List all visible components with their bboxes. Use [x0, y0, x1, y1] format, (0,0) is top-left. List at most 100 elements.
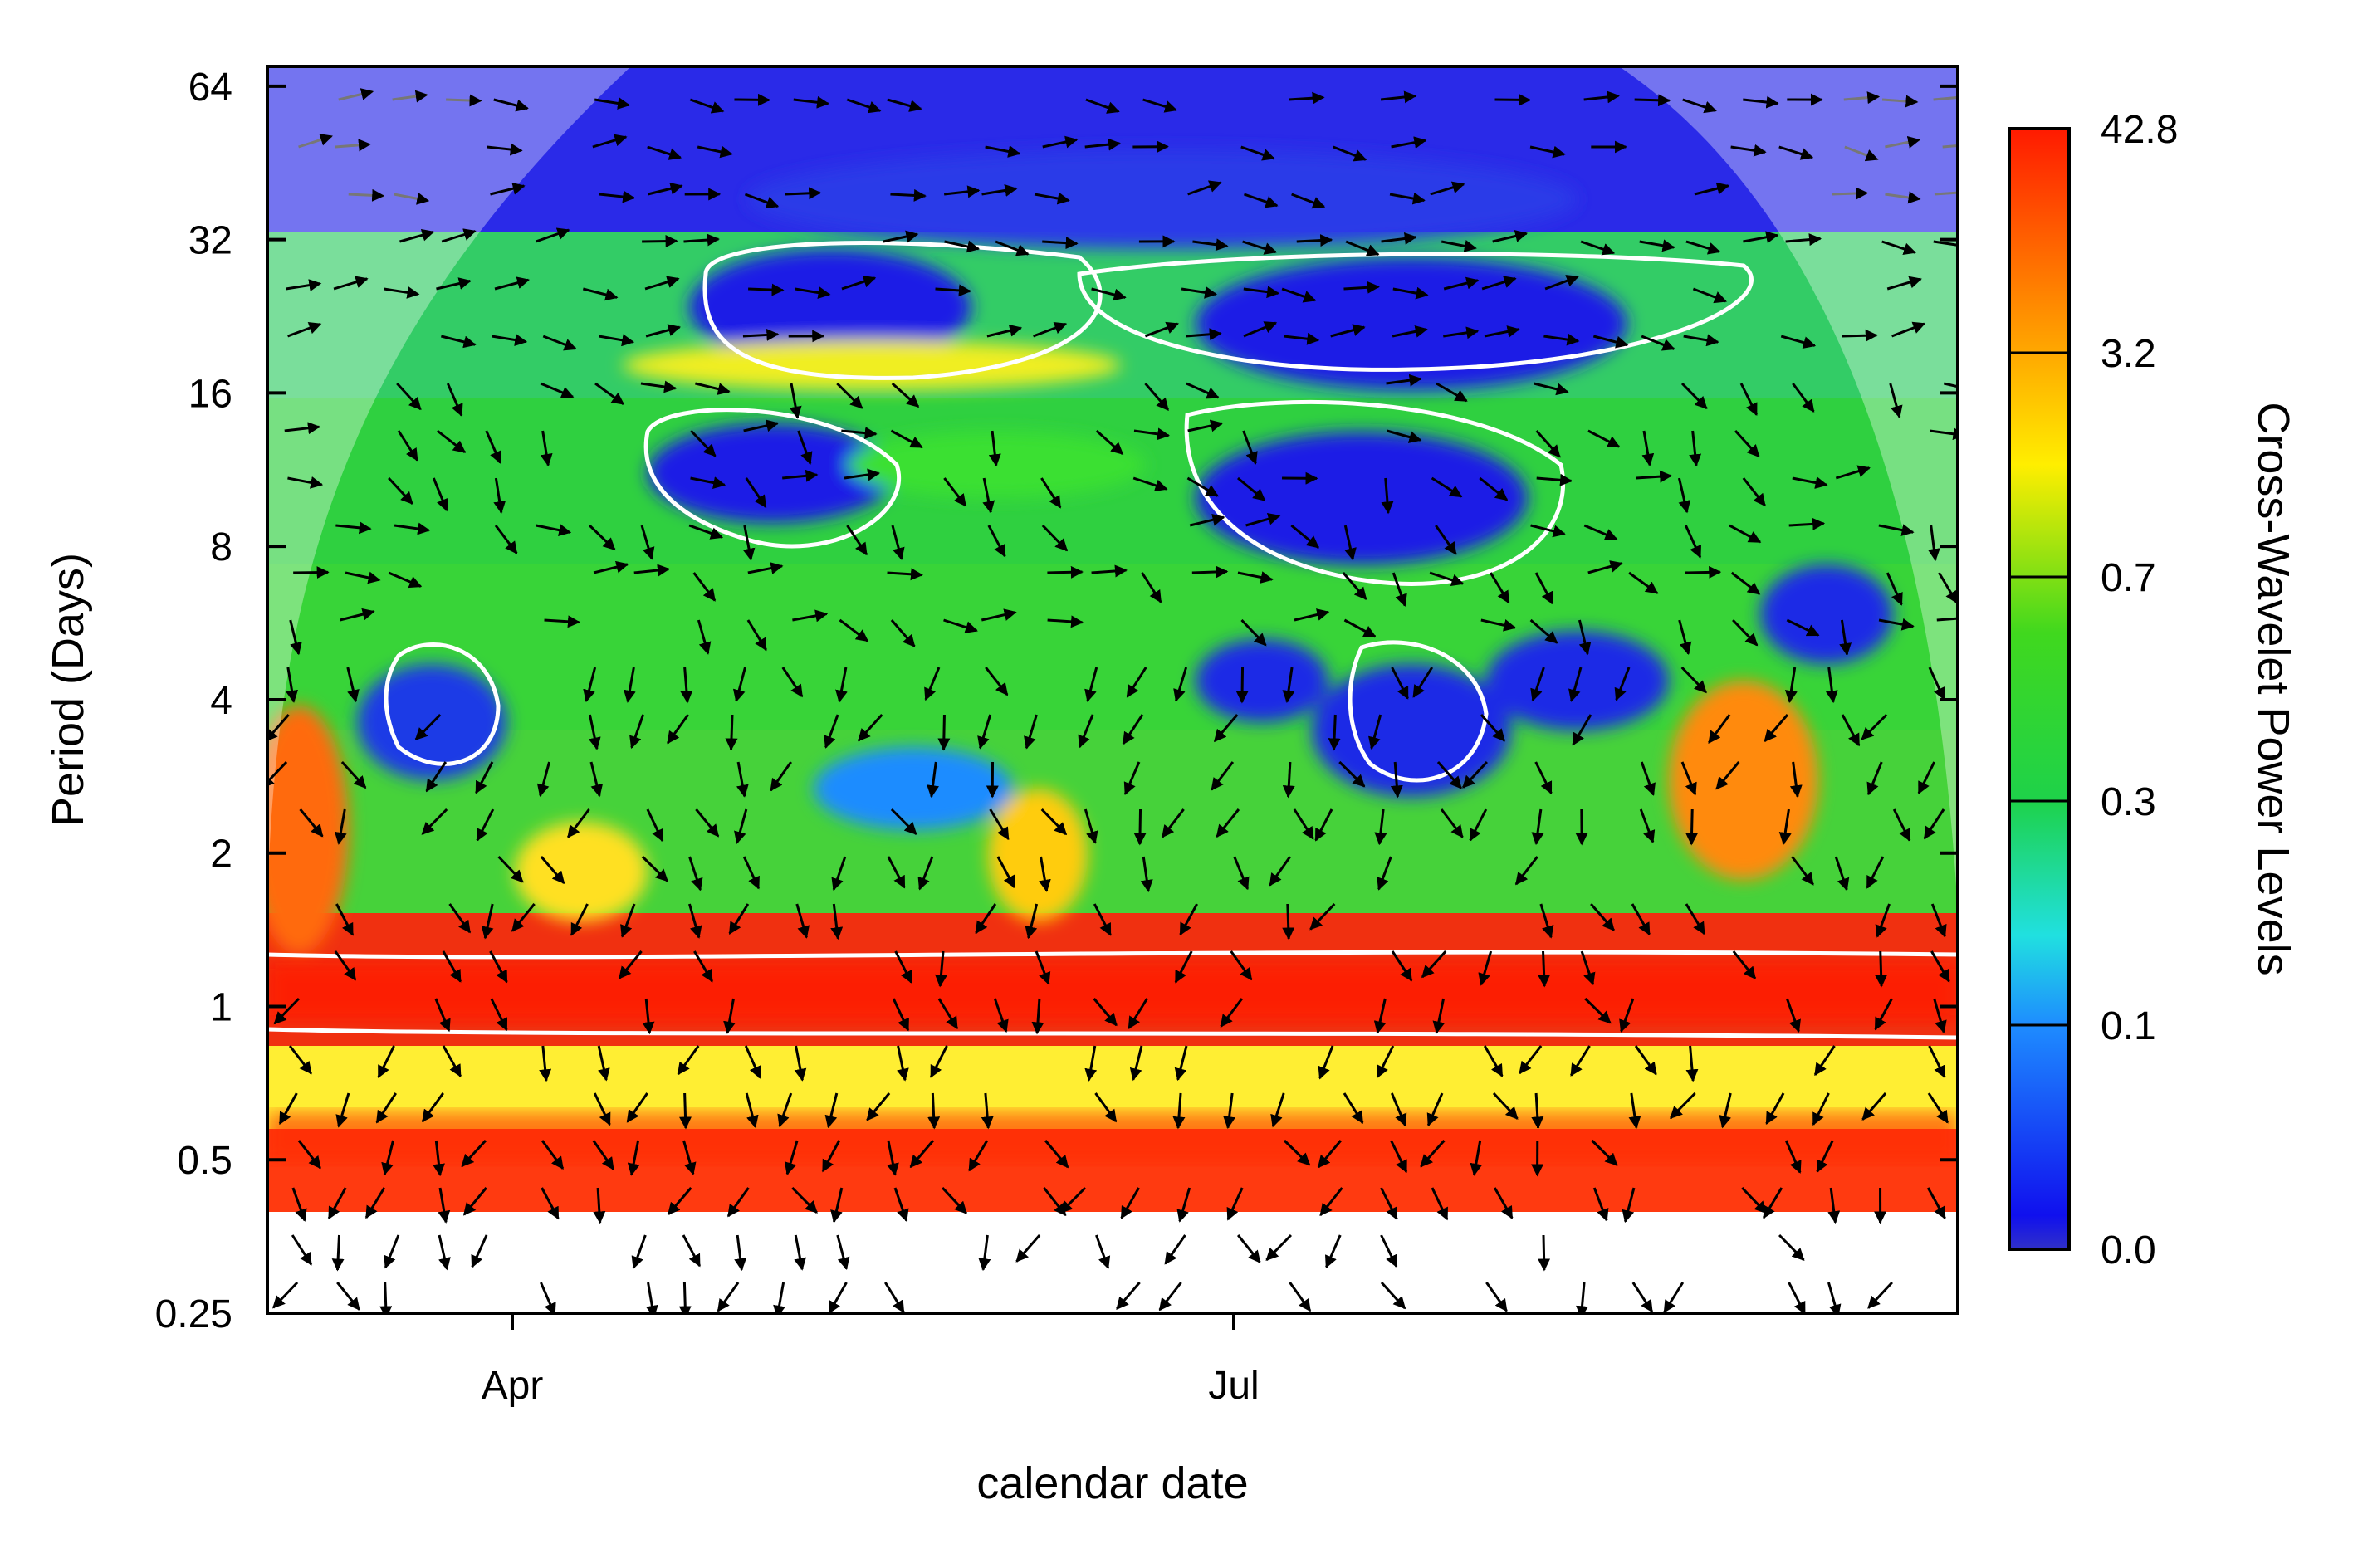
- phase-arrow: [981, 184, 1018, 197]
- phase-arrow: [1436, 382, 1468, 403]
- phase-arrow: [1732, 618, 1759, 647]
- phase-arrow: [1791, 856, 1814, 886]
- phase-arrow: [748, 283, 785, 296]
- phase-arrow: [742, 328, 780, 341]
- phase-arrow: [494, 276, 531, 291]
- phase-arrow: [692, 572, 717, 602]
- phase-arrow: [448, 903, 472, 934]
- phase-arrow: [392, 90, 428, 103]
- phase-arrow: [461, 1139, 487, 1167]
- phase-arrow: [641, 855, 668, 882]
- phase-arrow: [570, 903, 589, 936]
- phase-arrow: [1462, 760, 1488, 789]
- phase-arrow: [1236, 476, 1266, 501]
- phase-arrow: [1813, 1045, 1836, 1077]
- plot-frame: [266, 65, 1959, 1315]
- phase-arrow: [1142, 98, 1178, 113]
- phase-arrow: [1792, 383, 1815, 413]
- phase-arrow: [1677, 477, 1691, 514]
- phase-arrow: [1881, 240, 1916, 256]
- phase-arrow: [1319, 1187, 1343, 1217]
- phase-arrow: [1875, 903, 1891, 938]
- phase-arrow: [1938, 572, 1958, 604]
- phase-arrow: [1381, 477, 1394, 515]
- phase-arrow: [846, 98, 882, 114]
- phase-arrow: [436, 277, 472, 291]
- colorbar: 0.0 0.1 0.3 0.7 3.2 42.8 Cross-Wavelet Power …: [2008, 108, 2298, 1272]
- phase-arrow: [481, 903, 494, 940]
- phase-arrow: [442, 950, 462, 983]
- phase-arrow: [793, 95, 829, 109]
- phase-arrow: [1885, 135, 1921, 149]
- colorbar-tick-label: 3.2: [2101, 332, 2156, 376]
- phase-arrow: [1628, 1092, 1641, 1130]
- phase-arrow: [1614, 667, 1631, 701]
- phase-arrow: [1283, 332, 1320, 345]
- phase-arrow: [299, 808, 324, 838]
- phase-arrow: [647, 145, 682, 160]
- phase-arrow: [1186, 328, 1222, 341]
- phase-arrow: [1788, 517, 1826, 530]
- phase-arrow: [1015, 1234, 1041, 1263]
- phase-arrow: [688, 524, 724, 540]
- colorbar-tick-label: 0.0: [2101, 1229, 2156, 1272]
- phase-arrow: [645, 1282, 658, 1313]
- phase-arrow: [1047, 615, 1084, 628]
- phase-arrow: [1631, 1282, 1654, 1313]
- phase-arrow: [582, 287, 619, 301]
- phase-arrow: [441, 228, 477, 243]
- phase-arrow: [1732, 950, 1757, 980]
- phase-arrow: [943, 477, 967, 507]
- phase-arrow: [388, 476, 413, 505]
- phase-arrow: [744, 1045, 761, 1079]
- phase-arrow: [462, 1187, 487, 1216]
- phase-arrow: [1436, 761, 1462, 789]
- phase-arrow: [1685, 808, 1699, 846]
- phase-arrow: [1044, 1140, 1069, 1169]
- phase-arrow: [1324, 1234, 1342, 1268]
- phase-arrow: [1930, 427, 1958, 441]
- phase-arrow: [1792, 476, 1828, 489]
- phase-arrow: [746, 619, 767, 652]
- phase-arrow: [682, 1234, 702, 1268]
- phase-arrow: [1685, 1045, 1699, 1082]
- phase-arrow: [487, 143, 523, 156]
- phase-arrow: [364, 1187, 386, 1219]
- phase-arrow: [1592, 335, 1629, 349]
- phase-arrow: [1628, 571, 1659, 594]
- phase-arrow: [646, 808, 664, 843]
- phase-arrow: [1479, 476, 1509, 501]
- phase-arrow: [943, 185, 981, 198]
- phase-arrow: [475, 761, 494, 794]
- phase-arrow: [1936, 617, 1958, 622]
- phase-arrow: [1470, 1140, 1483, 1176]
- phase-arrow: [1223, 1092, 1236, 1130]
- phase-arrow: [1493, 1187, 1514, 1219]
- phase-arrow: [1172, 1092, 1186, 1130]
- phase-arrow: [1035, 950, 1051, 985]
- phase-arrow: [394, 192, 430, 205]
- phase-arrow: [887, 856, 906, 889]
- phase-arrow: [1734, 429, 1760, 458]
- phase-arrow: [1281, 287, 1317, 303]
- phase-arrow: [893, 1187, 909, 1223]
- x-tick-label-jul: Jul: [1208, 1364, 1259, 1408]
- phase-arrow: [1825, 667, 1838, 704]
- phase-arrow: [1343, 281, 1380, 294]
- phase-arrow: [1578, 619, 1592, 656]
- phase-arrow: [930, 1045, 948, 1078]
- phase-arrow: [890, 619, 916, 647]
- phase-arrow: [1928, 667, 1945, 701]
- phase-arrow: [1426, 1092, 1444, 1126]
- phase-arrow: [830, 903, 844, 940]
- phase-arrow: [623, 667, 636, 703]
- phase-arrow: [1930, 903, 1947, 938]
- phase-arrow: [1270, 1092, 1285, 1128]
- phase-arrow: [1176, 1187, 1191, 1223]
- phase-arrow: [1634, 1045, 1657, 1076]
- phase-arrow: [1670, 1092, 1696, 1120]
- phase-arrow: [1237, 571, 1274, 584]
- phase-arrow: [1878, 524, 1915, 536]
- phase-arrow: [942, 1186, 967, 1214]
- phase-arrow: [1141, 572, 1162, 603]
